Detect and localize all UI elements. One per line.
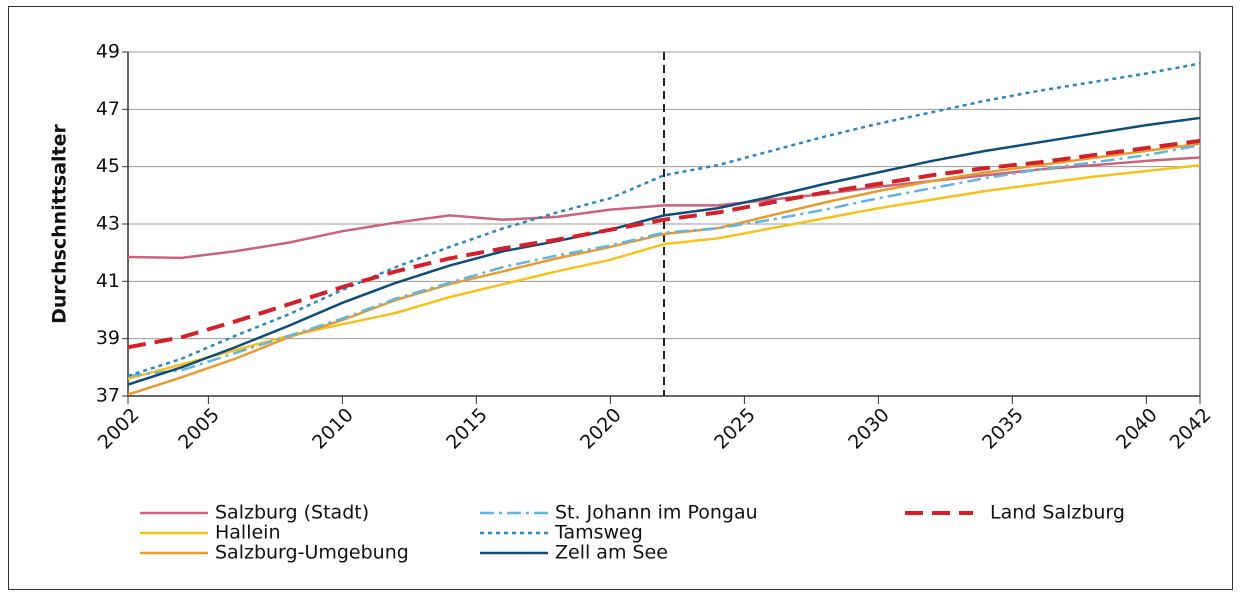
x-tick-label: 2035	[978, 404, 1028, 454]
x-tick-label: 2025	[710, 404, 760, 454]
legend-label: Salzburg-Umgebung	[215, 542, 409, 564]
x-tick-label: 2005	[174, 404, 224, 454]
legend-label: Zell am See	[555, 542, 668, 564]
legend-label: St. Johann im Pongau	[555, 502, 758, 524]
legend-label: Tamsweg	[554, 522, 643, 544]
y-tick-label: 37	[96, 385, 120, 407]
x-tick-label: 2042	[1166, 404, 1216, 454]
series-line	[127, 116, 1201, 386]
y-tick-label: 43	[96, 213, 120, 235]
y-axis-label: Durchschnittsalter	[49, 124, 71, 324]
x-tick-label: 2002	[94, 404, 144, 454]
legend-label: Salzburg (Stadt)	[215, 502, 369, 524]
legend-label: Land Salzburg	[990, 502, 1125, 524]
x-tick-label: 2020	[576, 404, 626, 454]
y-tick-label: 41	[96, 270, 120, 292]
series-line	[127, 138, 1201, 350]
series-line	[127, 142, 1201, 396]
series-line	[127, 143, 1201, 378]
frame	[8, 6, 1233, 590]
y-tick-label: 47	[96, 98, 120, 120]
y-tick-label: 49	[96, 41, 120, 63]
series-line	[127, 62, 1201, 378]
legend-label: Hallein	[215, 522, 281, 544]
x-tick-label: 2010	[308, 404, 358, 454]
y-tick-label: 39	[96, 327, 120, 349]
x-tick-label: 2015	[442, 404, 492, 454]
x-tick-label: 2040	[1112, 404, 1162, 454]
x-tick-label: 2030	[844, 404, 894, 454]
y-tick-label: 45	[96, 155, 120, 177]
